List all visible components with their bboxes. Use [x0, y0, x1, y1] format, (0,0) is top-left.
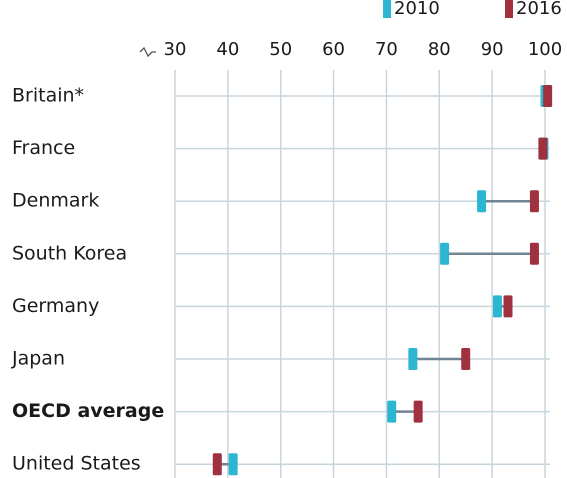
axis-break: [139, 46, 156, 58]
category-label: France: [12, 137, 75, 159]
category-label: Germany: [12, 295, 99, 317]
marker: [408, 348, 418, 370]
legend-label: 2010: [394, 0, 440, 19]
legend-label: 2016: [516, 0, 562, 19]
marker: [413, 400, 423, 423]
category-label: South Korea: [12, 242, 127, 264]
marker: [529, 242, 539, 265]
category-label: OECD average: [12, 400, 164, 422]
marker: [387, 400, 397, 423]
x-tick-label: 40: [216, 39, 239, 60]
marker: [228, 453, 238, 476]
category-label: Japan: [11, 348, 65, 370]
marker: [440, 242, 450, 265]
legend-swatch: [505, 0, 513, 18]
category-label: United States: [12, 453, 141, 475]
x-tick-label: 60: [322, 39, 345, 60]
x-tick-label: 90: [481, 39, 504, 60]
x-tick-label: 50: [269, 39, 292, 60]
marker: [477, 190, 487, 213]
x-tick-label: 80: [428, 39, 451, 60]
marker: [212, 453, 222, 476]
marker: [543, 85, 553, 107]
x-tick-label: 30: [164, 39, 187, 60]
marker: [461, 348, 471, 370]
legend-swatch: [383, 0, 391, 18]
marker: [503, 295, 513, 318]
x-tick-label: 100: [528, 39, 562, 60]
marker: [529, 190, 539, 213]
x-tick-label: 70: [375, 39, 398, 60]
category-label: Denmark: [12, 190, 99, 212]
marker: [492, 295, 502, 318]
category-label: Britain*: [12, 85, 84, 107]
marker: [538, 137, 548, 160]
